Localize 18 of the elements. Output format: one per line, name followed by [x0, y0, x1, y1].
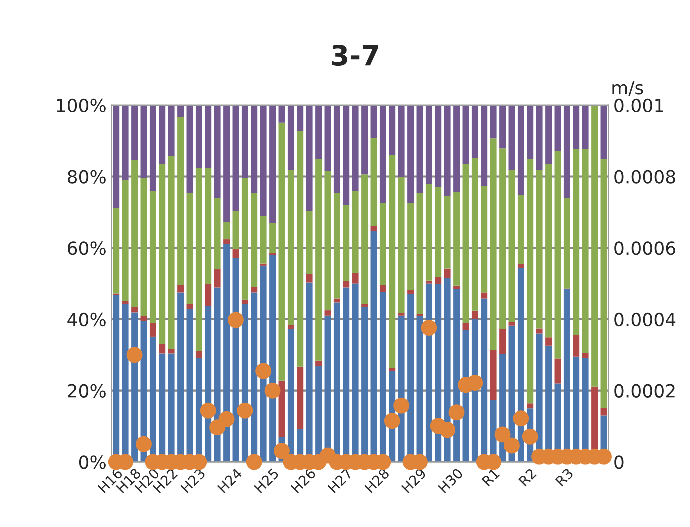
chart-title: 3-7 [332, 45, 378, 66]
y2-tick-label: 0.0004 [614, 312, 676, 327]
x-tick-label: R2 [518, 468, 537, 487]
x-tick-label: R3 [555, 468, 574, 487]
y2-tick-label: 0.001 [614, 98, 664, 113]
x-tick-label: R1 [482, 468, 500, 487]
x-tick-label: H23 [180, 468, 206, 494]
y2-axis-title: m/s [612, 81, 644, 96]
y-tick-label: 0% [79, 456, 106, 470]
y2-tick-label: 0 [614, 456, 624, 470]
y-tick-label: 20% [68, 384, 106, 398]
y-tick-label: 100% [57, 98, 106, 113]
y2-tick-label: 0.0008 [614, 170, 676, 184]
y2-tick-label: 0.0002 [614, 384, 675, 398]
y-tick-label: 60% [68, 242, 106, 256]
y2-tick-label: 0.0006 [614, 242, 676, 256]
y-tick-label: 40% [68, 312, 106, 327]
y-tick-label: 80% [68, 170, 106, 184]
